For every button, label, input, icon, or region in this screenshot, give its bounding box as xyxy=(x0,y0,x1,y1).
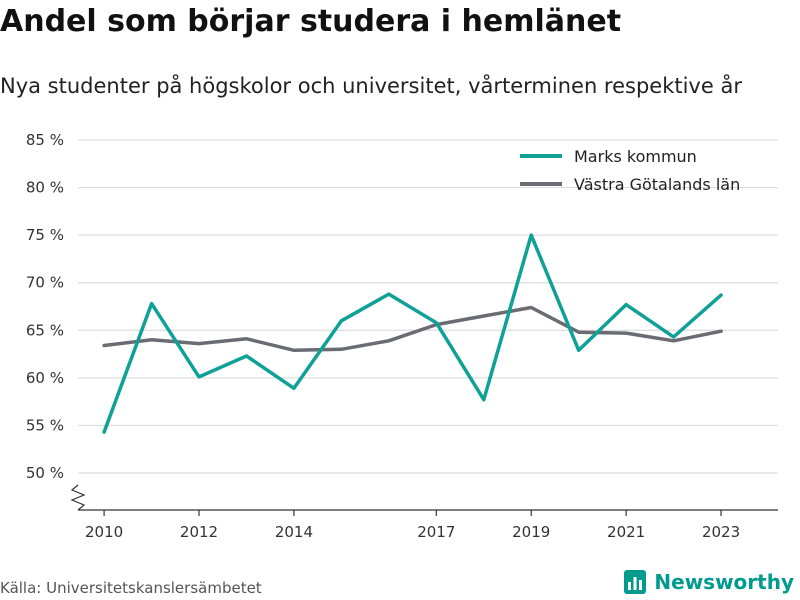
line-chart: 50 % 55 % 60 % 65 % 70 % 75 % 80 % 85 % 2010 2012… xyxy=(26,131,778,541)
brand: Newsworthy xyxy=(624,570,794,594)
legend: Marks kommun Västra Götalands län xyxy=(520,147,740,194)
brand-name: Newsworthy xyxy=(654,570,794,594)
newsworthy-logo-icon xyxy=(624,570,647,594)
legend-label: Marks kommun xyxy=(574,147,697,166)
x-tick-label: 2014 xyxy=(275,523,313,541)
series-lines xyxy=(102,233,723,434)
x-tick-label: 2019 xyxy=(512,523,550,541)
y-tick-label: 80 % xyxy=(26,179,64,197)
y-tick-label: 60 % xyxy=(26,369,64,387)
x-tick-label: 2012 xyxy=(180,523,218,541)
x-tick-label: 2021 xyxy=(607,523,645,541)
axis-break-marker xyxy=(70,484,86,511)
y-tick-label: 85 % xyxy=(26,131,64,149)
x-tick-label: 2010 xyxy=(85,523,123,541)
x-tick-label: 2017 xyxy=(417,523,455,541)
legend-label: Västra Götalands län xyxy=(574,175,740,194)
chart-title: Andel som börjar studera i hemlänet xyxy=(0,4,622,39)
y-tick-label: 75 % xyxy=(26,226,64,244)
axes: 50 % 55 % 60 % 65 % 70 % 75 % 80 % 85 % 2010 2012… xyxy=(26,131,778,541)
x-tick-label: 2023 xyxy=(702,523,740,541)
y-tick-label: 50 % xyxy=(26,464,64,482)
chart-subtitle: Nya studenter på högskolor och universit… xyxy=(0,74,742,98)
source-note: Källa: Universitetskanslersämbetet xyxy=(0,579,262,597)
y-tick-label: 70 % xyxy=(26,274,64,292)
series-line-marks-kommun xyxy=(102,233,723,434)
y-tick-label: 65 % xyxy=(26,321,64,339)
series-line-v-stra-g-talands-l-n xyxy=(102,305,723,353)
y-tick-label: 55 % xyxy=(26,416,64,434)
